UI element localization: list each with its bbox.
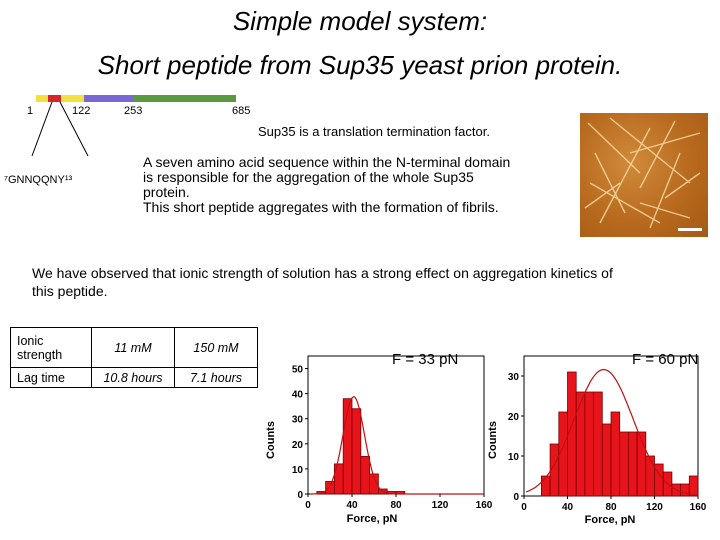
- table-cell: 7.1 hours: [174, 367, 258, 388]
- y-tick-label: 20: [508, 412, 520, 423]
- histogram-bar: [601, 423, 612, 497]
- domain-label-122: 122: [72, 105, 90, 117]
- sup35-caption: Sup35 is a translation termination facto…: [258, 124, 490, 139]
- y-tick-label: 10: [508, 452, 520, 463]
- x-axis-label: Force, pN: [347, 513, 398, 525]
- observation-line: We have observed that ionic strength of …: [32, 265, 613, 281]
- domain-segment: [84, 95, 133, 102]
- x-tick-label: 120: [646, 502, 663, 513]
- y-tick-label: 20: [292, 440, 304, 451]
- table-header-cell: Ionic strength: [10, 327, 92, 368]
- x-tick-label: 40: [562, 502, 574, 513]
- chart-annotation: F = 60 pN: [632, 351, 698, 368]
- domain-segment: [48, 95, 61, 102]
- zoom-line-left: [31, 101, 53, 157]
- domain-map: 1 122 253 685: [27, 95, 250, 157]
- title-line-2: Short peptide from Sup35 yeast prion pro…: [97, 50, 623, 80]
- table-row: Ionic strength 11 mM 150 mM: [10, 327, 258, 368]
- histogram-bar: [369, 473, 379, 495]
- histogram-bar: [541, 475, 551, 497]
- domain-segment: [133, 95, 236, 102]
- fibril-micrograph: [580, 113, 708, 237]
- table-cell: 150 mM: [174, 327, 258, 368]
- y-tick-label: 10: [292, 465, 304, 476]
- y-tick-label: 30: [508, 372, 520, 383]
- scale-bar: [678, 228, 702, 231]
- domain-segment: [36, 95, 48, 102]
- description-line: This short peptide aggregates with the f…: [143, 199, 499, 215]
- x-tick-label: 0: [521, 502, 527, 513]
- domain-bar: [36, 95, 236, 102]
- fit-curve: [310, 396, 484, 495]
- y-tick-label: 0: [297, 490, 303, 501]
- x-axis-label: Force, pN: [585, 514, 636, 526]
- force-histogram-2: F = 60 pN Force, pN Counts 0 40 80 120 160 0 1…: [487, 351, 707, 526]
- x-tick-label: 40: [346, 500, 358, 511]
- description-line: is responsible for the aggregation of th…: [143, 169, 474, 185]
- x-tick-label: 120: [432, 500, 449, 511]
- histogram-bar: [627, 431, 638, 497]
- histogram-bar: [645, 455, 655, 497]
- table-header-cell: Lag time: [10, 367, 92, 388]
- table-cell: 11 mM: [91, 327, 175, 368]
- title-line-1: Simple model system:: [232, 6, 488, 36]
- observation: We have observed that ionic strength of …: [32, 264, 712, 300]
- x-tick-label: 0: [305, 500, 311, 511]
- description: A seven amino acid sequence within the N…: [143, 155, 573, 215]
- ionic-strength-table: Ionic strength 11 mM 150 mM Lag time 10.…: [10, 327, 258, 388]
- histogram-bar: [593, 391, 603, 497]
- x-tick-label: 80: [390, 500, 402, 511]
- table-row: Lag time 10.8 hours 7.1 hours: [10, 367, 258, 388]
- y-tick-label: 50: [292, 365, 304, 376]
- sequence-label: ⁷GNNQQNY¹³: [4, 174, 73, 186]
- histogram-bar: [325, 481, 335, 495]
- domain-segment: [61, 95, 84, 102]
- histogram-bar: [360, 455, 371, 495]
- y-tick-label: 30: [292, 415, 304, 426]
- y-tick-label: 40: [292, 390, 304, 401]
- chart-annotation: F = 33 pN: [392, 351, 458, 368]
- observation-line: this peptide.: [32, 283, 108, 299]
- histogram-bar: [584, 391, 595, 497]
- histogram-bar: [688, 475, 699, 497]
- x-tick-label: 160: [690, 502, 707, 513]
- x-tick-label: 80: [605, 502, 617, 513]
- domain-label-253: 253: [124, 105, 142, 117]
- histogram-bar: [351, 408, 362, 495]
- x-tick-label: 160: [476, 500, 493, 511]
- y-axis-label: Counts: [487, 421, 499, 459]
- domain-label-1: 1: [27, 105, 33, 117]
- zoom-line-right: [59, 101, 89, 157]
- y-tick-label: 0: [513, 492, 519, 503]
- fibril-strands: [584, 117, 701, 229]
- y-axis-label: Counts: [265, 421, 277, 459]
- histogram-bar: [619, 431, 629, 497]
- force-histogram-1: F = 33 pN Force, pN Counts 0 40 80 120 160 0 1…: [265, 351, 493, 525]
- histogram-bar: [575, 391, 586, 497]
- fit-curve: [525, 368, 699, 496]
- histogram-bar: [610, 411, 621, 497]
- description-line: protein.: [143, 184, 190, 200]
- domain-label-685: 685: [232, 105, 250, 117]
- description-line: A seven amino acid sequence within the N…: [143, 154, 511, 170]
- table-cell: 10.8 hours: [91, 367, 175, 388]
